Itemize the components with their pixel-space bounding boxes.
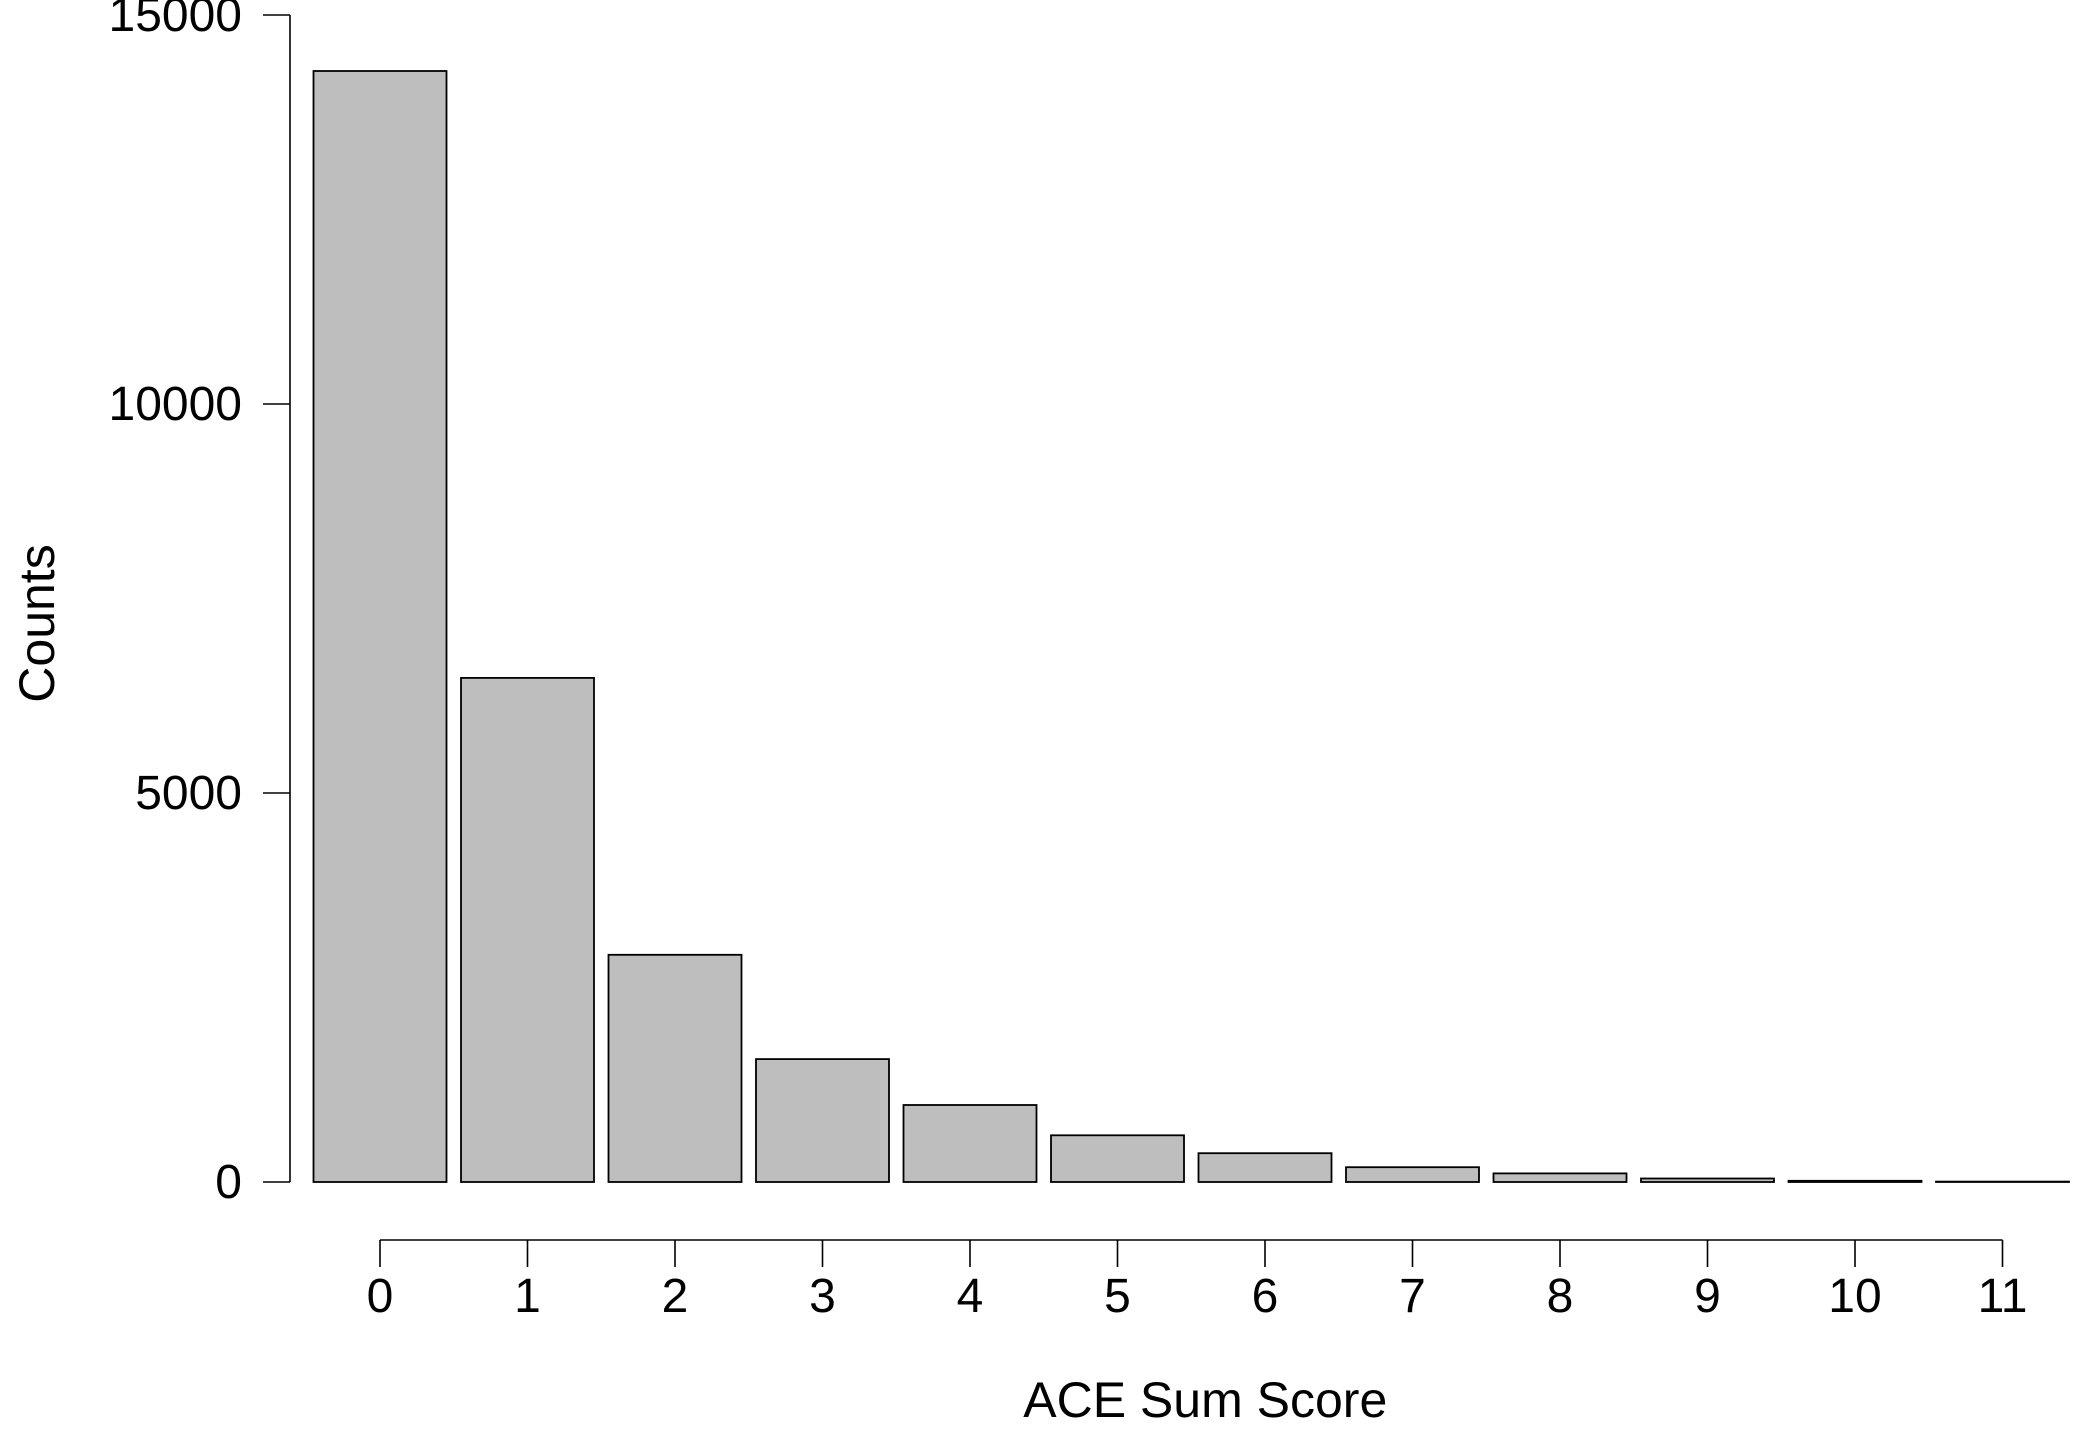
x-tick-label: 6	[1252, 1270, 1279, 1323]
bar-4	[902, 1104, 1038, 1183]
x-tick-label: 4	[957, 1270, 984, 1323]
y-tick-label: 5000	[135, 767, 242, 820]
bar-7	[1345, 1166, 1480, 1183]
bar-5	[1050, 1134, 1185, 1183]
bars-group	[312, 70, 2070, 1183]
bar-8	[1492, 1172, 1628, 1183]
bar-0	[312, 70, 448, 1183]
bar-2	[607, 953, 743, 1183]
y-tick-label: 15000	[109, 0, 242, 42]
x-tick-label: 9	[1694, 1270, 1721, 1323]
x-tick-label: 10	[1828, 1270, 1881, 1323]
bar-1	[460, 677, 595, 1183]
x-axis-title: ACE Sum Score	[1023, 1372, 1387, 1428]
x-tick-label: 3	[809, 1270, 836, 1323]
x-tick-label: 5	[1104, 1270, 1131, 1323]
bar-10	[1787, 1179, 1923, 1183]
y-axis-title: Counts	[9, 544, 65, 702]
bar-6	[1197, 1152, 1333, 1183]
y-tick-label: 10000	[109, 378, 242, 431]
y-tick-label: 0	[215, 1156, 242, 1209]
x-tick-label: 2	[662, 1270, 689, 1323]
x-tick-label: 7	[1399, 1270, 1426, 1323]
x-tick-label: 8	[1547, 1270, 1574, 1323]
x-tick-label: 11	[1978, 1270, 2028, 1323]
bar-9	[1640, 1177, 1775, 1183]
x-tick-label: 0	[367, 1270, 394, 1323]
bar-3	[755, 1058, 890, 1183]
y-axis-ticks: 0 5000 10000 15000	[109, 0, 290, 1209]
x-tick-label: 1	[514, 1270, 541, 1323]
x-axis-ticks: 0 1 2 3 4 5 6 7 8 9 10 11	[367, 1240, 2028, 1323]
